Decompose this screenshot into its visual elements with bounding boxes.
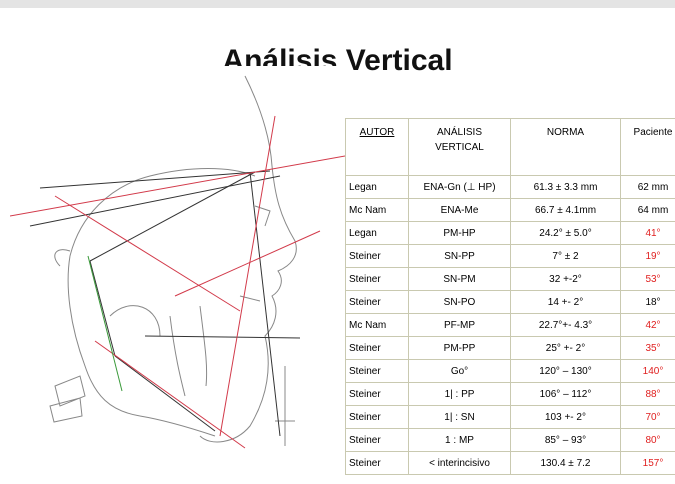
table-cell: Go° xyxy=(409,360,511,383)
table-cell: 64 mm xyxy=(621,199,675,222)
table-cell: < interincisivo xyxy=(409,452,511,475)
table-cell: Mc Nam xyxy=(346,199,409,222)
table-cell: 25° +- 2° xyxy=(511,337,621,360)
header-cell: Paciente xyxy=(621,119,675,176)
header-cell: NORMA xyxy=(511,119,621,176)
slide: Análisis Vertical AUTORANÁLISIS VERTICAL… xyxy=(0,0,675,484)
table-cell: Steiner xyxy=(346,245,409,268)
table-cell: 42° xyxy=(621,314,675,337)
table-cell: 130.4 ± 7.2 xyxy=(511,452,621,475)
table-cell: ENA-Gn (⊥ HP) xyxy=(409,176,511,199)
table-cell: PF-MP xyxy=(409,314,511,337)
table-cell: 35° xyxy=(621,337,675,360)
table-cell: Steiner xyxy=(346,337,409,360)
header-cell: ANÁLISIS VERTICAL xyxy=(409,119,511,176)
table-cell: 53° xyxy=(621,268,675,291)
table-cell: 61.3 ± 3.3 mm xyxy=(511,176,621,199)
table-cell: Steiner xyxy=(346,360,409,383)
table-cell: 14 +- 2° xyxy=(511,291,621,314)
table-cell: 1| : SN xyxy=(409,406,511,429)
table-cell: SN-PM xyxy=(409,268,511,291)
table-cell: SN-PO xyxy=(409,291,511,314)
table-cell: PM-PP xyxy=(409,337,511,360)
table-cell: 18° xyxy=(621,291,675,314)
table-cell: 80° xyxy=(621,429,675,452)
header-cell: AUTOR xyxy=(346,119,409,176)
table-cell: 66.7 ± 4.1mm xyxy=(511,199,621,222)
table-cell: 88° xyxy=(621,383,675,406)
table-cell: Steiner xyxy=(346,291,409,314)
table-cell: ENA-Me xyxy=(409,199,511,222)
table-cell: 1| : PP xyxy=(409,383,511,406)
table-cell: Steiner xyxy=(346,429,409,452)
table-cell: Steiner xyxy=(346,268,409,291)
table-cell: 157° xyxy=(621,452,675,475)
table-cell: 140° xyxy=(621,360,675,383)
table-cell: 85° – 93° xyxy=(511,429,621,452)
table-cell: Steiner xyxy=(346,383,409,406)
table-cell: 19° xyxy=(621,245,675,268)
table-cell: 70° xyxy=(621,406,675,429)
table-cell: Mc Nam xyxy=(346,314,409,337)
table-cell: SN-PP xyxy=(409,245,511,268)
table-cell: 7° ± 2 xyxy=(511,245,621,268)
table-cell: 41° xyxy=(621,222,675,245)
table-cell: Steiner xyxy=(346,452,409,475)
table-cell: 120° – 130° xyxy=(511,360,621,383)
table-cell: 1 : MP xyxy=(409,429,511,452)
table-cell: 103 +- 2° xyxy=(511,406,621,429)
table-cell: Legan xyxy=(346,176,409,199)
table-cell: 106° – 112° xyxy=(511,383,621,406)
table-cell: 22.7°+- 4.3° xyxy=(511,314,621,337)
table-cell: PM-HP xyxy=(409,222,511,245)
cephalometric-tracing xyxy=(10,66,345,484)
table-cell: 32 +-2° xyxy=(511,268,621,291)
table-cell: 62 mm xyxy=(621,176,675,199)
table-cell: Steiner xyxy=(346,406,409,429)
table-cell: 24.2° ± 5.0° xyxy=(511,222,621,245)
table-cell: Legan xyxy=(346,222,409,245)
top-bar xyxy=(0,0,675,8)
